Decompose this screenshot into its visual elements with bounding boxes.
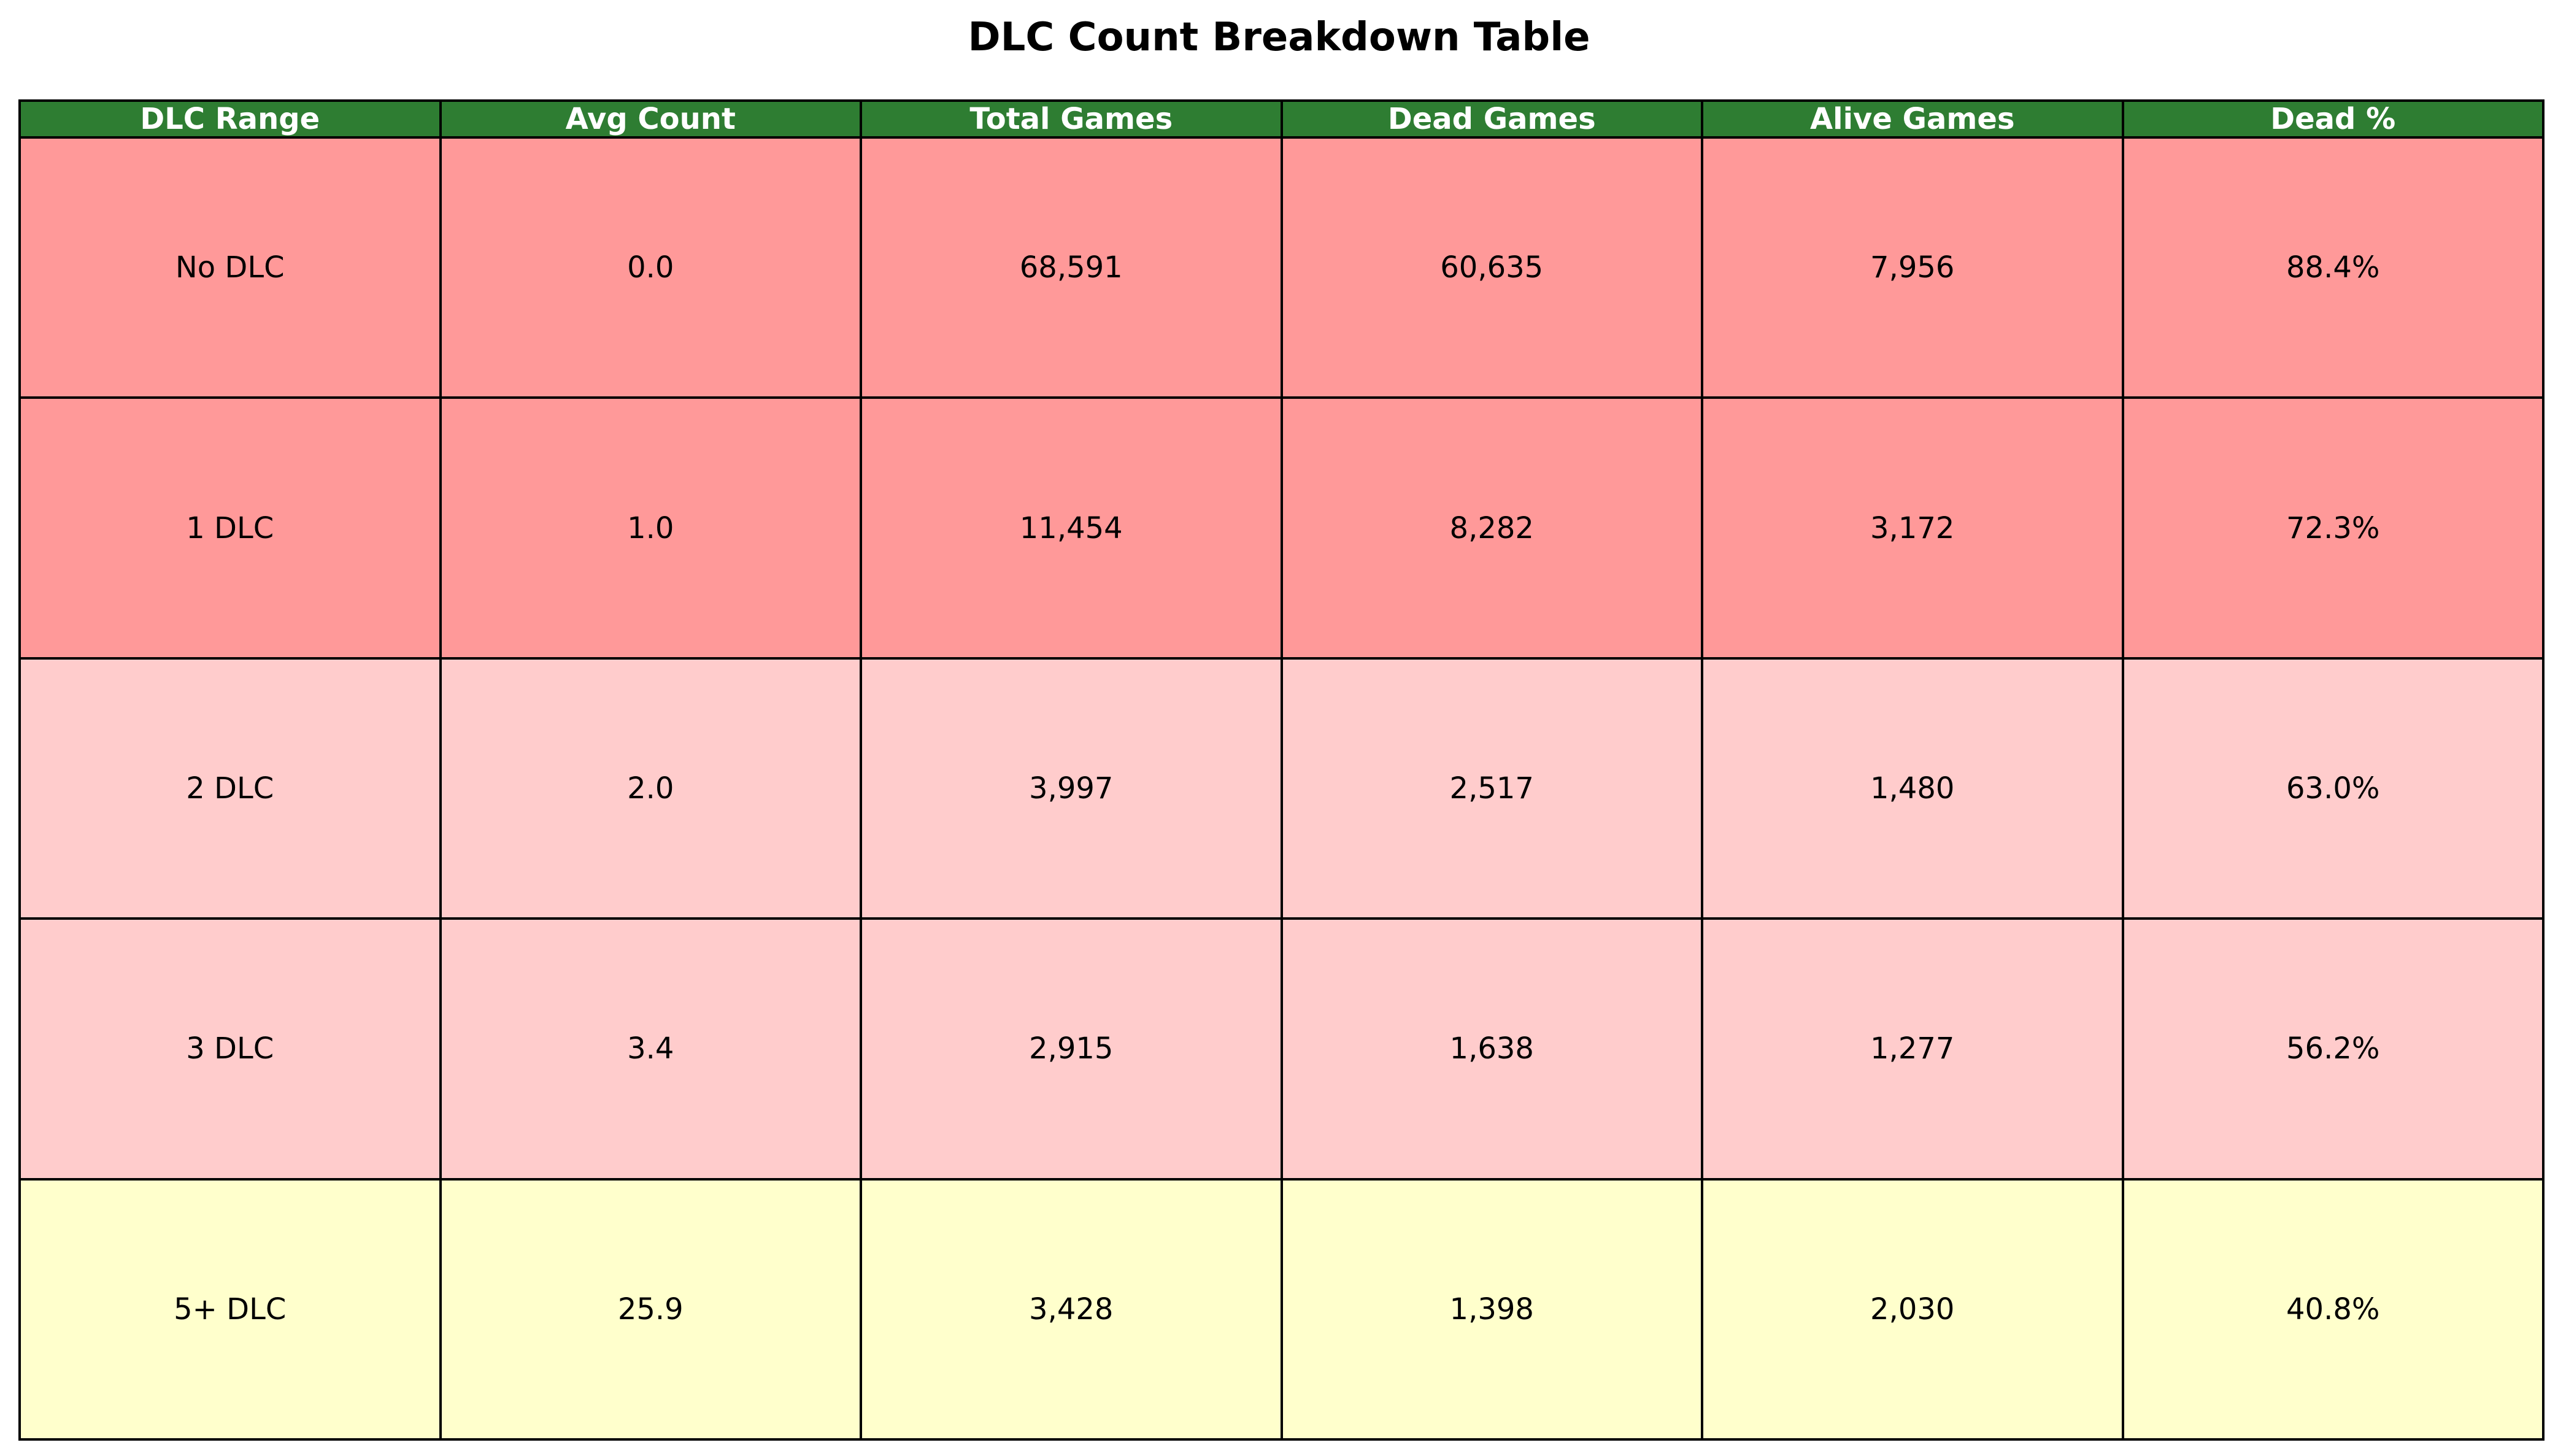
- cell-alive-games: 3,172: [1701, 396, 2124, 660]
- chart-title: DLC Count Breakdown Table: [968, 15, 1590, 60]
- cell-dead-percent: 88.4%: [2121, 136, 2545, 399]
- cell-dead-percent: 40.8%: [2121, 1177, 2545, 1441]
- header-avg-count: Avg Count: [439, 99, 862, 139]
- cell-avg-count: 2.0: [439, 657, 862, 920]
- cell-alive-games: 7,956: [1701, 136, 2124, 399]
- cell-alive-games: 2,030: [1701, 1177, 2124, 1441]
- dlc-breakdown-table-container: DLC Range Avg Count Total Games Dead Gam…: [18, 99, 2545, 1441]
- table-body: No DLC 0.0 68,591 60,635 7,956 88.4% 1 D…: [18, 136, 2545, 1441]
- cell-total-games: 68,591: [860, 136, 1283, 399]
- cell-dead-percent: 63.0%: [2121, 657, 2545, 920]
- cell-avg-count: 25.9: [439, 1177, 862, 1441]
- cell-alive-games: 1,480: [1701, 657, 2124, 920]
- cell-dead-games: 1,638: [1280, 917, 1703, 1181]
- cell-total-games: 3,428: [860, 1177, 1283, 1441]
- header-alive-games: Alive Games: [1701, 99, 2124, 139]
- cell-avg-count: 3.4: [439, 917, 862, 1181]
- table-row: 2 DLC 2.0 3,997 2,517 1,480 63.0%: [18, 657, 2545, 920]
- cell-dead-games: 1,398: [1280, 1177, 1703, 1441]
- header-dlc-range: DLC Range: [18, 99, 442, 139]
- header-row: DLC Range Avg Count Total Games Dead Gam…: [18, 99, 2545, 139]
- table-row: No DLC 0.0 68,591 60,635 7,956 88.4%: [18, 136, 2545, 399]
- cell-dead-games: 8,282: [1280, 396, 1703, 660]
- cell-total-games: 3,997: [860, 657, 1283, 920]
- cell-dlc-range: 1 DLC: [18, 396, 442, 660]
- cell-dlc-range: 5+ DLC: [18, 1177, 442, 1441]
- cell-avg-count: 0.0: [439, 136, 862, 399]
- table-header: DLC Range Avg Count Total Games Dead Gam…: [18, 99, 2545, 139]
- table-row: 3 DLC 3.4 2,915 1,638 1,277 56.2%: [18, 917, 2545, 1181]
- table-row: 5+ DLC 25.9 3,428 1,398 2,030 40.8%: [18, 1177, 2545, 1441]
- cell-total-games: 2,915: [860, 917, 1283, 1181]
- cell-dlc-range: No DLC: [18, 136, 442, 399]
- cell-dead-games: 60,635: [1280, 136, 1703, 399]
- cell-dead-percent: 56.2%: [2121, 917, 2545, 1181]
- header-dead-percent: Dead %: [2121, 99, 2545, 139]
- dlc-breakdown-table: DLC Range Avg Count Total Games Dead Gam…: [18, 99, 2545, 1441]
- cell-dead-games: 2,517: [1280, 657, 1703, 920]
- table-row: 1 DLC 1.0 11,454 8,282 3,172 72.3%: [18, 396, 2545, 660]
- header-total-games: Total Games: [860, 99, 1283, 139]
- cell-dlc-range: 3 DLC: [18, 917, 442, 1181]
- cell-dlc-range: 2 DLC: [18, 657, 442, 920]
- cell-avg-count: 1.0: [439, 396, 862, 660]
- cell-alive-games: 1,277: [1701, 917, 2124, 1181]
- header-dead-games: Dead Games: [1280, 99, 1703, 139]
- cell-dead-percent: 72.3%: [2121, 396, 2545, 660]
- cell-total-games: 11,454: [860, 396, 1283, 660]
